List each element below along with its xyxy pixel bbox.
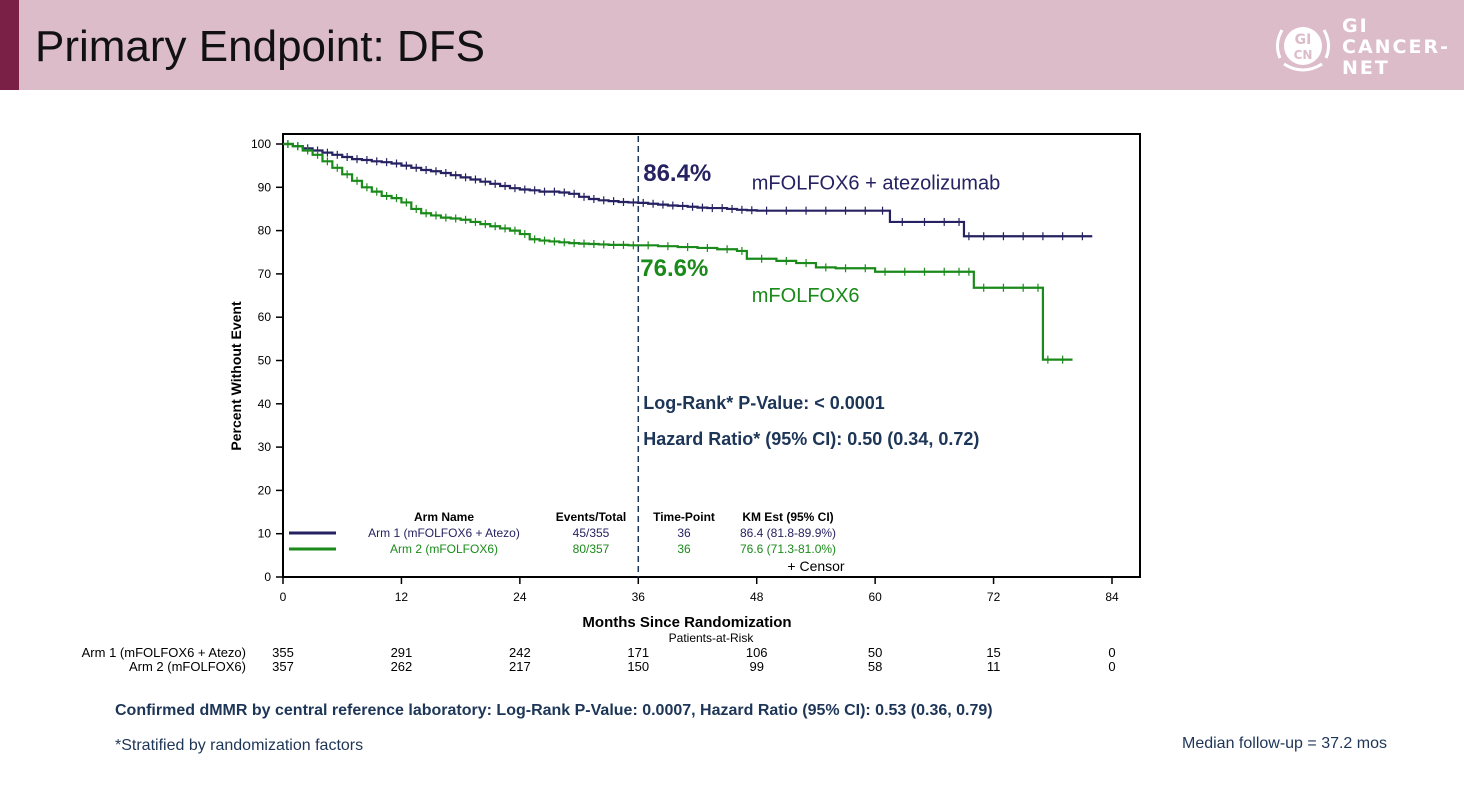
chart-annotation: mFOLFOX6: [752, 285, 860, 307]
risk-value: 150: [627, 659, 650, 674]
plot-frame: [282, 133, 1141, 578]
legend-timepoint: 36: [677, 542, 691, 556]
risk-value: 217: [508, 659, 531, 674]
legend-events: 80/357: [573, 542, 610, 556]
risk-value: 242: [508, 645, 531, 660]
x-tick-label: 0: [280, 590, 287, 604]
chart-annotation: 86.4%: [643, 160, 711, 187]
risk-value: 11: [986, 659, 1001, 674]
chart-annotation: 76.6%: [640, 255, 708, 282]
y-axis-label: Percent Without Event: [228, 301, 244, 451]
y-tick-label: 10: [258, 527, 272, 541]
y-tick-label: 70: [258, 267, 272, 281]
svg-text:GI: GI: [1295, 32, 1312, 48]
logo-text-line: NET: [1342, 57, 1390, 79]
x-tick-label: 36: [632, 590, 646, 604]
chart-annotation: Hazard Ratio* (95% CI): 0.50 (0.34, 0.72…: [643, 429, 979, 449]
y-tick-label: 0: [264, 570, 271, 584]
chart-annotation: mFOLFOX6 + atezolizumab: [752, 172, 1000, 194]
footnote-stratified: *Stratified by randomization factors: [115, 737, 364, 754]
chart-annotation: Log-Rank* P-Value: < 0.0001: [643, 393, 885, 413]
legend-km-estimate: 76.6 (71.3-81.0%): [740, 542, 836, 556]
legend-timepoint: 36: [677, 526, 691, 540]
km-curve-series-1: [283, 142, 1093, 238]
y-tick-label: 50: [258, 354, 272, 368]
x-axis-label: Months Since Randomization: [582, 614, 792, 631]
header-accent-bar: [0, 0, 19, 90]
y-tick-label: 80: [258, 224, 272, 238]
logo-text-line: GI: [1342, 15, 1369, 37]
risk-value: 106: [745, 645, 768, 660]
y-tick-label: 90: [258, 180, 272, 194]
risk-value: 262: [390, 659, 413, 674]
risk-value: 0: [1108, 659, 1116, 674]
gi-cancer-net-logo: GI CN GI CANCER- NET: [1270, 14, 1450, 79]
legend-arm-name: Arm 1 (mFOLFOX6 + Atezo): [368, 526, 520, 540]
x-tick-label: 84: [1105, 590, 1119, 604]
km-curve-series-2: [283, 142, 1073, 361]
risk-value: 0: [1108, 645, 1116, 660]
laurel-badge-icon: GI CN: [1275, 27, 1331, 72]
x-tick-label: 60: [868, 590, 882, 604]
risk-value: 15: [986, 645, 1001, 660]
risk-value: 58: [867, 659, 883, 674]
x-tick-label: 48: [750, 590, 764, 604]
risk-value: 357: [272, 659, 294, 674]
legend-header: Time-Point: [653, 510, 715, 524]
censor-legend: + Censor: [787, 558, 845, 574]
x-tick-label: 24: [513, 590, 527, 604]
risk-value: 291: [390, 645, 413, 660]
y-tick-label: 60: [258, 310, 272, 324]
header-bar: [0, 0, 1464, 90]
slide-title: Primary Endpoint: DFS: [35, 22, 485, 71]
y-tick-label: 40: [258, 397, 272, 411]
legend-header: Events/Total: [556, 510, 626, 524]
y-tick-label: 20: [258, 483, 272, 497]
legend-arm-name: Arm 2 (mFOLFOX6): [390, 542, 498, 556]
risk-row-label-arm1: Arm 1 (mFOLFOX6 + Atezo): [81, 645, 246, 660]
risk-value: 355: [272, 645, 294, 660]
y-axis: 0 10 20 30 40 50 60 70 80 90 100: [251, 137, 283, 584]
survival-curves: [283, 140, 1093, 364]
risk-value: 171: [627, 645, 650, 660]
chart-annotations: 86.4% 76.6% mFOLFOX6 + atezolizumab mFOLFOX…: [640, 160, 1000, 449]
y-tick-label: 100: [251, 137, 271, 151]
x-tick-label: 72: [987, 590, 1001, 604]
x-tick-label: 12: [395, 590, 409, 604]
risk-value: 50: [867, 645, 883, 660]
footnote-dmmr: Confirmed dMMR by central reference labo…: [115, 702, 993, 719]
legend-km-estimate: 86.4 (81.8-89.9%): [740, 526, 836, 540]
logo-text: GI CANCER- NET: [1342, 16, 1450, 79]
logo-text-line: CANCER-: [1342, 36, 1450, 58]
risk-row-label-arm2: Arm 2 (mFOLFOX6): [128, 659, 246, 674]
legend-header: Arm Name: [414, 510, 474, 524]
median-follow-up: Median follow-up = 37.2 mos: [1182, 735, 1387, 752]
legend-header: KM Est (95% CI): [742, 510, 833, 524]
y-tick-label: 30: [258, 440, 272, 454]
svg-text:CN: CN: [1294, 48, 1313, 62]
legend-events: 45/355: [573, 526, 610, 540]
patients-at-risk-title: Patients-at-Risk: [668, 631, 754, 645]
legend-table: Arm Name Events/Total Time-Point KM Est (95…: [289, 510, 845, 574]
risk-value: 99: [749, 659, 764, 674]
x-axis: 0 12 24 36 48 60 72 84: [280, 577, 1119, 604]
